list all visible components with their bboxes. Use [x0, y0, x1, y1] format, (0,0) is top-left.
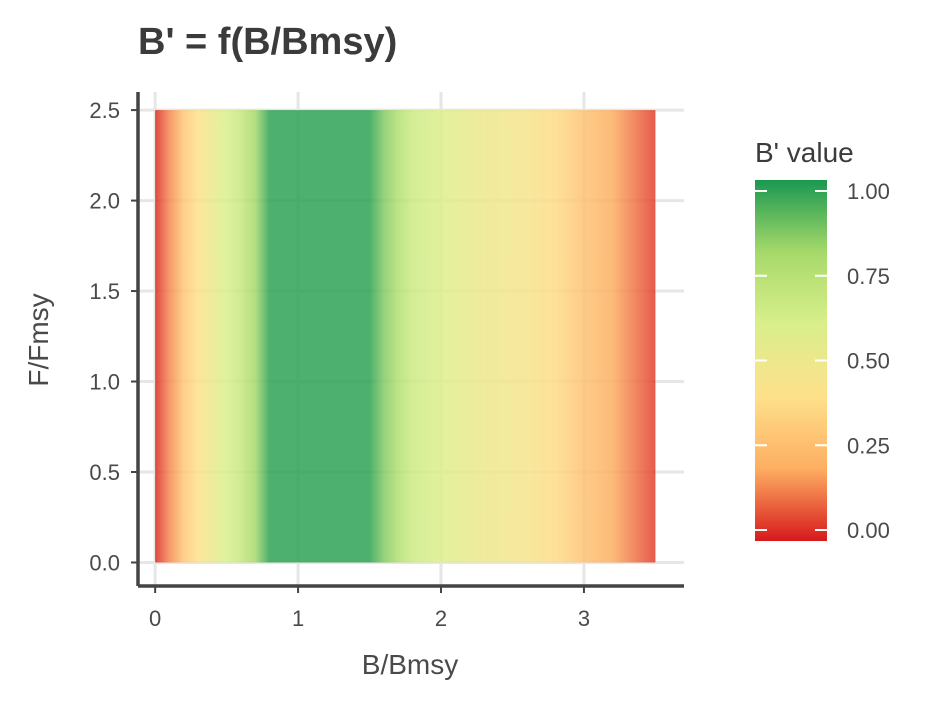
legend-tick-label: 0.25	[847, 433, 890, 458]
legend-ticks: 0.00 0.25 0.50 0.75 1.00	[755, 179, 890, 543]
chart-title: B' = f(B/Bmsy)	[138, 21, 397, 63]
y-tick-label: 2.0	[89, 189, 120, 214]
y-axis-label: F/Fmsy	[23, 293, 54, 386]
y-tick-label: 0.0	[89, 550, 120, 575]
y-ticks: 0.0 0.5 1.0 1.5 2.0 2.5	[89, 98, 138, 575]
y-tick-label: 2.5	[89, 98, 120, 123]
x-tick-label: 0	[149, 606, 161, 631]
heatmap-field	[155, 110, 656, 563]
legend-tick-label: 0.00	[847, 518, 890, 543]
legend: B' value 0.00 0.25 0.50 0.75 1.00	[755, 137, 890, 543]
x-axis-label: B/Bmsy	[362, 649, 458, 680]
legend-tick-label: 1.00	[847, 179, 890, 204]
y-tick-label: 0.5	[89, 460, 120, 485]
x-tick-label: 1	[292, 606, 304, 631]
legend-title: B' value	[755, 137, 854, 168]
legend-tick-label: 0.75	[847, 264, 890, 289]
heatmap-cell	[155, 110, 656, 563]
x-tick-label: 3	[578, 606, 590, 631]
y-tick-label: 1.0	[89, 370, 120, 395]
axes	[136, 92, 684, 588]
x-tick-label: 2	[435, 606, 447, 631]
x-ticks: 0 1 2 3	[149, 586, 590, 631]
legend-tick-label: 0.50	[847, 349, 890, 374]
y-tick-label: 1.5	[89, 279, 120, 304]
